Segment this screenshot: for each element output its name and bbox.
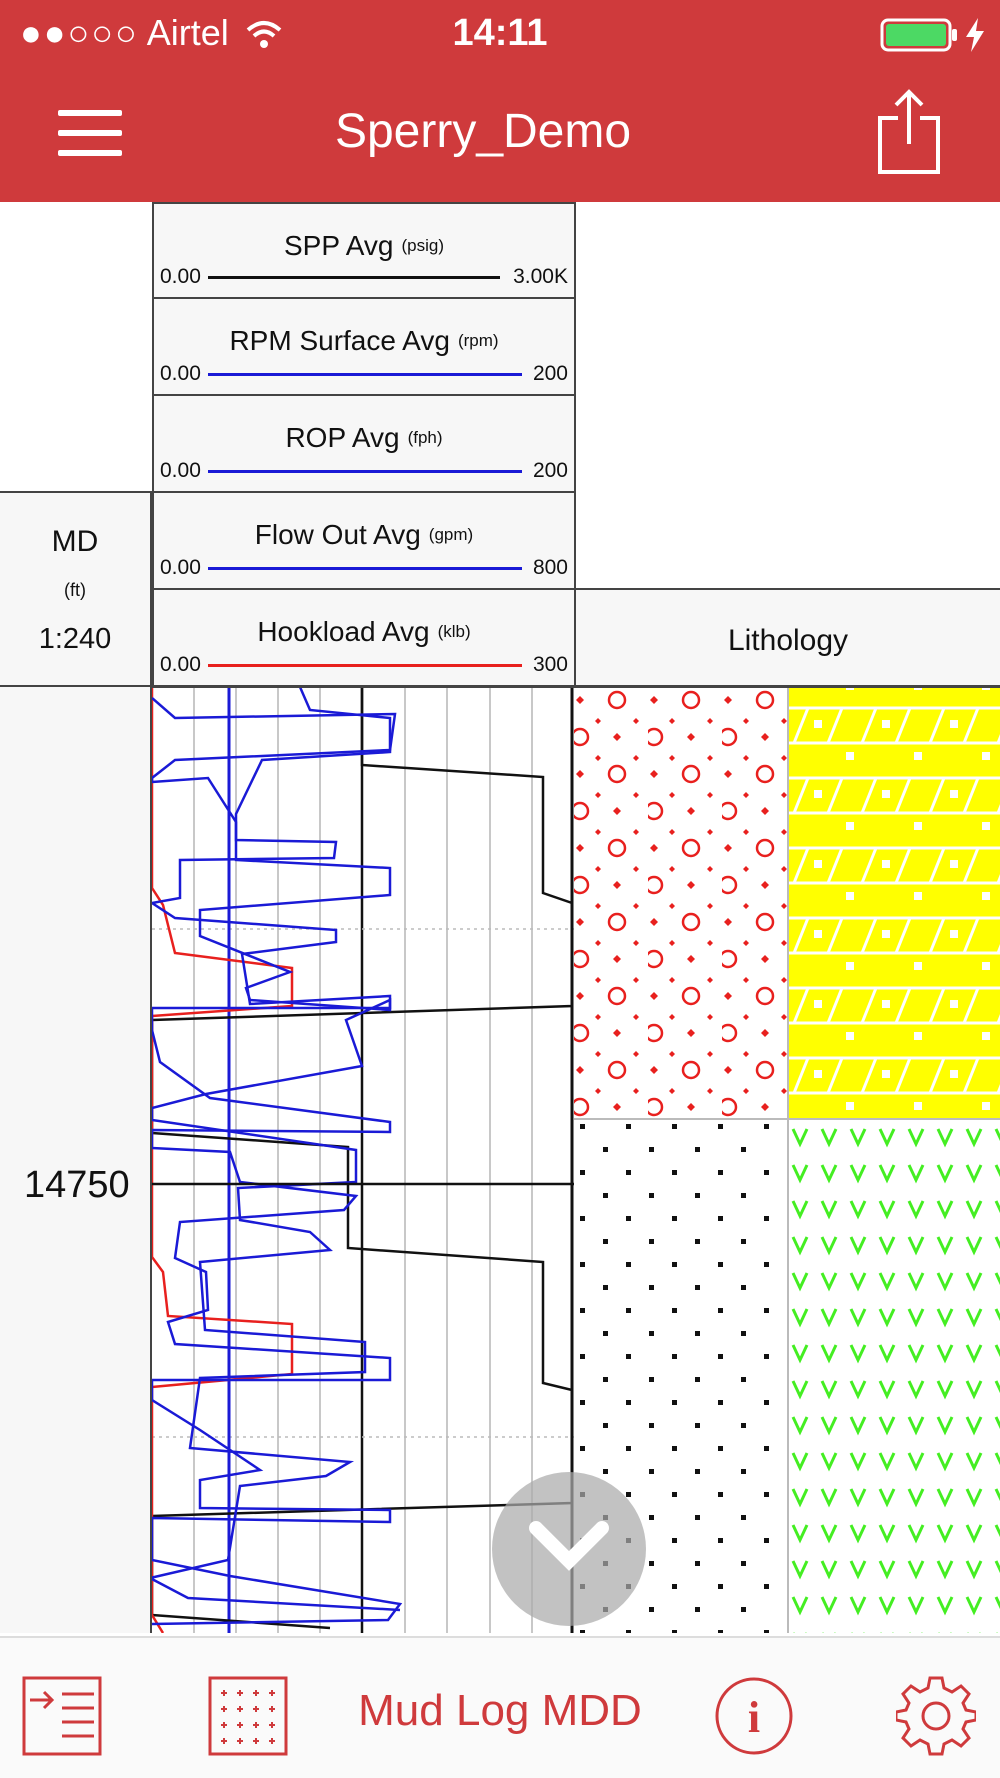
carrier-info: ●●○○○ Airtel [20,12,229,54]
track-name: Flow Out Avg [254,519,421,550]
track-min: 0.00 [160,265,201,288]
charging-bolt-icon [966,18,984,52]
bottom-toolbar: Mud Log MDD i [0,1636,1000,1778]
spp-curve [152,687,574,1630]
track-max: 200 [532,459,568,482]
track-max: 3.00K [513,265,568,288]
carrier-name: Airtel [146,12,229,53]
track-scale-line [208,470,522,473]
lithology-header[interactable]: Lithology [574,588,1000,687]
lithology-label: Lithology [727,624,849,657]
track-name: ROP Avg [285,422,400,453]
page-title: Sperry_Demo [334,105,632,158]
status-time: 14:11 [452,12,548,54]
lithology-lower-right [788,1119,1000,1633]
grid-pattern-icon[interactable] [208,1676,288,1756]
lithology-upper-left [574,687,788,1119]
track-name: Hookload Avg [257,616,430,647]
track-min: 0.00 [160,459,201,482]
track-unit: (gpm) [428,525,474,544]
scroll-down-button[interactable] [492,1472,646,1626]
track-min: 0.00 [160,556,201,579]
rpm-curve [152,697,403,1626]
lithology-upper-right [788,687,1000,1119]
track-scale-line [208,276,500,279]
gear-icon[interactable] [896,1676,976,1756]
track-header-hookload[interactable]: Hookload Avg (klb) 0.00 300 [152,588,576,687]
depth-header[interactable]: MD (ft) 1:240 [0,491,152,687]
track-unit: (psig) [401,236,444,255]
battery-icon [880,18,957,52]
depth-scale: 1:240 [38,623,112,655]
depth-marker-label: 14750 [24,1164,130,1207]
mode-label[interactable]: Mud Log MDD [358,1686,642,1735]
track-max: 800 [532,556,568,579]
top-bar: ●●○○○ Airtel 14:11 Sperry_Demo [0,0,1000,202]
track-scale-line [208,567,522,570]
track-scale-line [208,664,522,667]
status-bar: ●●○○○ Airtel 14:11 [0,0,1000,70]
indent-list-icon[interactable] [22,1676,102,1756]
track-unit: (rpm) [457,331,499,350]
track-name: RPM Surface Avg [229,325,450,356]
track-scale-line [208,373,522,376]
share-icon[interactable] [876,88,942,174]
track-header-rop[interactable]: ROP Avg (fph) 0.00 200 [152,394,576,493]
depth-unit: (ft) [64,580,86,600]
track-min: 0.00 [160,362,201,385]
track-min: 0.00 [160,653,201,676]
info-icon[interactable]: i [714,1676,794,1756]
flow-out-curve [152,687,401,1612]
track-max: 200 [532,362,568,385]
chevron-down-icon [529,1521,609,1571]
curve-grid [193,687,533,1633]
track-header-spp[interactable]: SPP Avg (psig) 0.00 3.00K [152,202,576,299]
track-max: 300 [532,653,568,676]
depth-label: MD [51,525,99,558]
track-unit: (klb) [437,622,471,641]
track-header-flow-out[interactable]: Flow Out Avg (gpm) 0.00 800 [152,491,576,590]
wifi-icon [246,21,282,48]
signal-dots: ●●○○○ [20,12,139,53]
track-unit: (fph) [407,428,443,447]
depth-track[interactable] [0,687,152,1633]
svg-text:i: i [748,1693,760,1742]
track-name: SPP Avg [283,230,394,261]
hamburger-menu-icon[interactable] [58,108,124,158]
track-header-rpm[interactable]: RPM Surface Avg (rpm) 0.00 200 [152,297,576,396]
